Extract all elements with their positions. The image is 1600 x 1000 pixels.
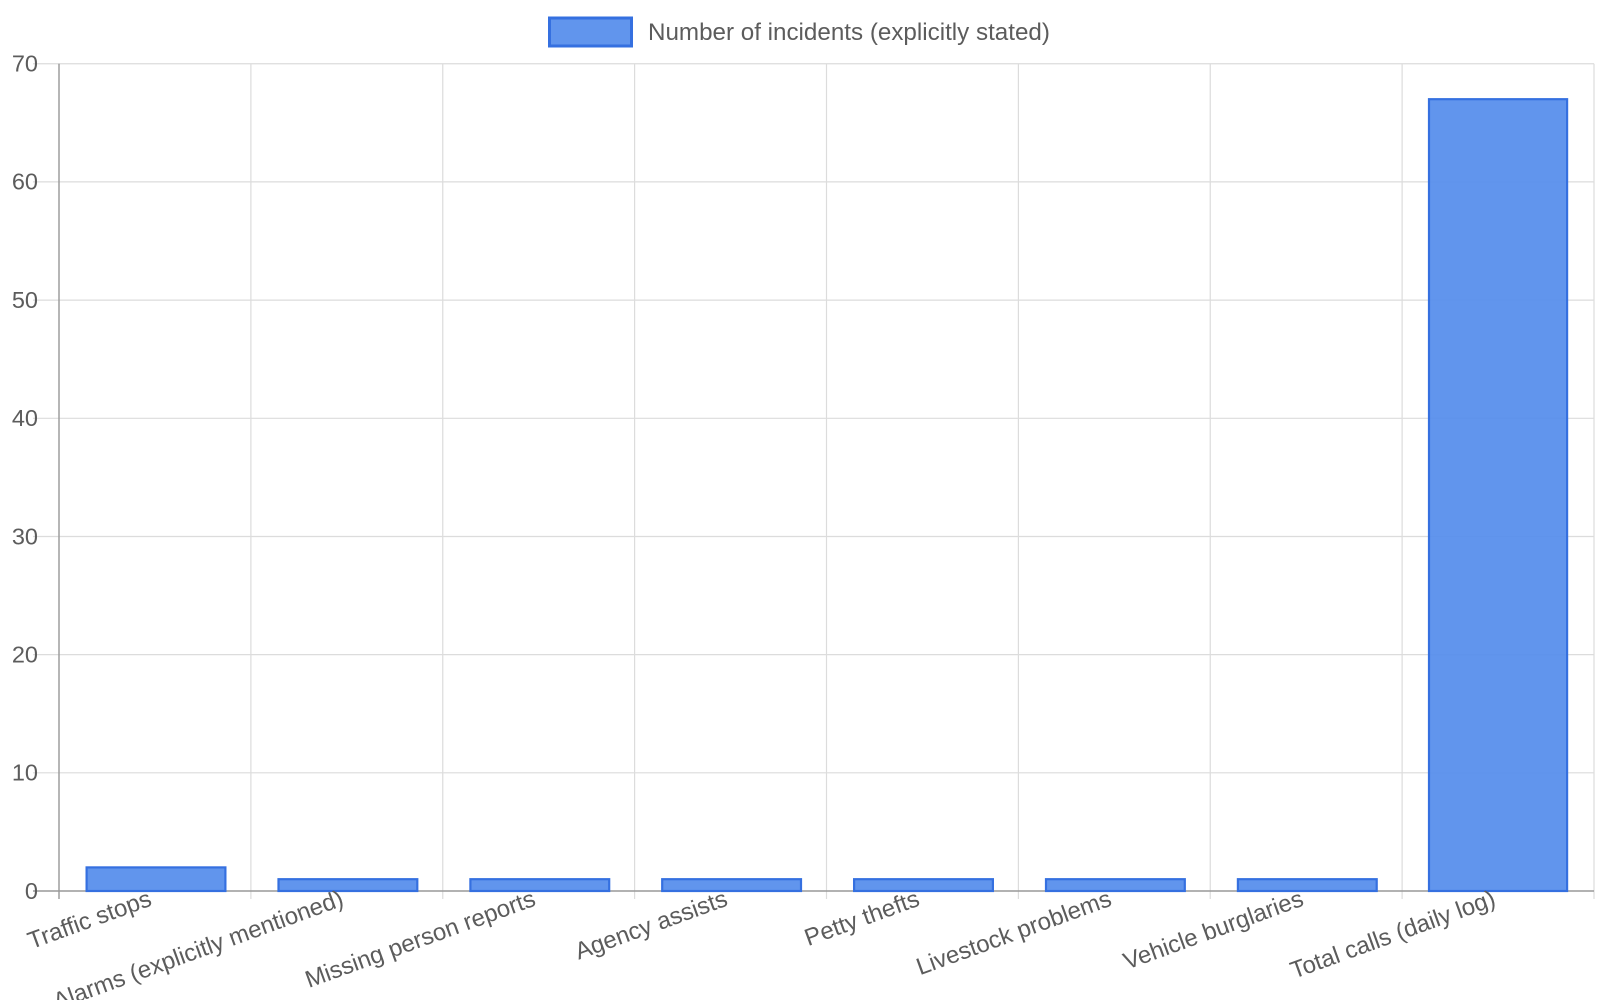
svg-text:10: 10 [12, 760, 38, 786]
svg-text:Number of incidents (explicitl: Number of incidents (explicitly stated) [648, 19, 1050, 46]
svg-text:20: 20 [12, 641, 38, 667]
svg-text:0: 0 [25, 878, 38, 904]
svg-text:40: 40 [12, 405, 38, 431]
svg-text:50: 50 [12, 287, 38, 313]
svg-text:70: 70 [12, 51, 38, 77]
svg-text:30: 30 [12, 523, 38, 549]
svg-text:60: 60 [12, 169, 38, 195]
